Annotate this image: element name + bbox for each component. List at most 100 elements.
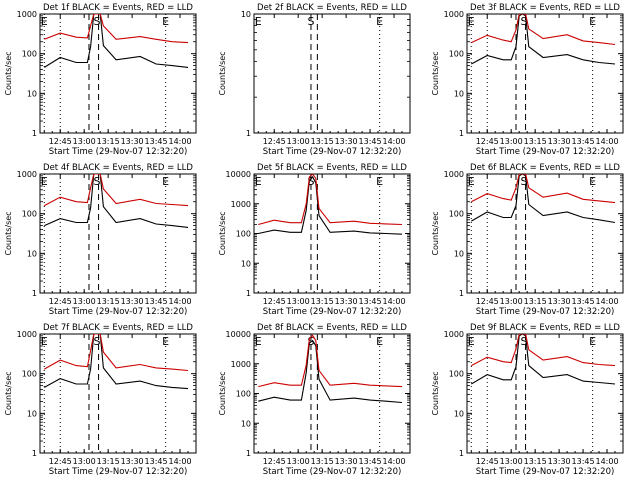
x-tick-label: 13:45 (145, 297, 168, 306)
marker-label: E (376, 335, 383, 348)
x-tick-label: 13:15 (524, 137, 547, 146)
y-tick-label: 1000 (17, 170, 37, 179)
y-tick-label: 100 (236, 230, 251, 239)
marker-label: E (41, 15, 48, 28)
x-tick-label: 13:30 (335, 457, 358, 466)
x-tick-label: 13:00 (73, 137, 96, 146)
x-tick-label: 13:15 (311, 297, 334, 306)
marker-label: E (255, 335, 262, 348)
marker-label: S (93, 335, 100, 348)
plot-frame (253, 13, 411, 134)
x-tick-label: 13:15 (97, 297, 120, 306)
x-tick-label: 13:30 (548, 297, 571, 306)
y-tick-label: 10 (27, 409, 37, 418)
x-tick-label: 12:45 (476, 137, 499, 146)
x-tick-label: 13:00 (500, 137, 523, 146)
x-tick-label: 12:45 (263, 457, 286, 466)
marker-label: E (41, 335, 48, 348)
x-axis-label: Start Time (29-Nov-07 12:32:20) (476, 307, 615, 317)
events-series-line (471, 14, 616, 65)
events-series-line (44, 334, 189, 390)
marker-label: E (162, 175, 169, 188)
x-tick-label: 13:30 (121, 297, 144, 306)
y-tick-label: 10 (27, 89, 37, 98)
y-tick-label: 1000 (231, 200, 251, 209)
x-tick-label: 13:00 (500, 297, 523, 306)
events-series-line (471, 174, 616, 224)
events-series-line (44, 174, 189, 228)
y-tick-label: 10 (454, 249, 464, 258)
x-tick-label: 13:30 (335, 137, 358, 146)
x-tick-label: 14:00 (382, 457, 405, 466)
marker-label: E (255, 15, 262, 28)
y-tick-label: 10 (27, 249, 37, 258)
y-tick-label: 10 (454, 89, 464, 98)
lld-series-line (471, 334, 616, 367)
marker-label: S (520, 335, 527, 348)
y-tick-label: 1 (246, 129, 251, 138)
events-series-line (471, 334, 616, 385)
marker-label: S (307, 15, 314, 28)
marker-label: E (376, 175, 383, 188)
x-tick-label: 13:30 (121, 457, 144, 466)
x-tick-label: 13:30 (335, 297, 358, 306)
x-tick-label: 13:30 (121, 137, 144, 146)
marker-label: E (468, 335, 475, 348)
marker-label: E (162, 15, 169, 28)
x-tick-label: 13:00 (287, 137, 310, 146)
marker-label: E (162, 335, 169, 348)
marker-label: S (520, 175, 527, 188)
y-tick-label: 1 (459, 449, 464, 458)
marker-label: E (376, 15, 383, 28)
panel-title: Det 2f BLACK = Events, RED = LLD (257, 3, 407, 13)
marker-label: S (307, 175, 314, 188)
x-tick-label: 13:45 (145, 137, 168, 146)
x-tick-label: 12:45 (49, 457, 72, 466)
x-tick-label: 14:00 (382, 297, 405, 306)
y-tick-label: 100 (22, 50, 37, 59)
x-axis-label: Start Time (29-Nov-07 12:32:20) (263, 467, 402, 477)
panel-title: Det 4f BLACK = Events, RED = LLD (43, 163, 193, 173)
series-group (258, 334, 403, 404)
x-tick-label: 12:45 (476, 297, 499, 306)
x-tick-label: 13:15 (97, 457, 120, 466)
lld-series-line (44, 334, 189, 372)
x-tick-label: 14:00 (595, 457, 618, 466)
x-tick-label: 14:00 (382, 137, 405, 146)
marker-label: S (93, 175, 100, 188)
x-tick-label: 13:30 (548, 137, 571, 146)
y-tick-label: 100 (22, 370, 37, 379)
x-tick-label: 13:00 (73, 457, 96, 466)
series-group (471, 174, 616, 224)
detector-panel: Det 3f BLACK = Events, RED = LLD E S E 12:45… (431, 3, 624, 157)
x-axis-label: Start Time (29-Nov-07 12:32:20) (476, 147, 615, 157)
x-tick-label: 14:00 (168, 457, 191, 466)
y-tick-label: 1 (32, 449, 37, 458)
marker-label: E (589, 335, 596, 348)
marker-label: S (520, 15, 527, 28)
lld-series-line (44, 174, 189, 207)
y-axis-label: Counts/sec (4, 371, 13, 415)
x-tick-label: 13:00 (287, 297, 310, 306)
series-group (44, 334, 189, 390)
y-tick-label: 10000 (226, 330, 251, 339)
detector-panel: Det 7f BLACK = Events, RED = LLD E S E 12:45… (4, 323, 197, 477)
y-tick-label: 100 (449, 370, 464, 379)
events-series-line (44, 14, 189, 68)
x-tick-label: 12:45 (263, 137, 286, 146)
y-tick-label: 10 (241, 10, 251, 19)
y-tick-label: 100 (236, 390, 251, 399)
x-axis-label: Start Time (29-Nov-07 12:32:20) (49, 147, 188, 157)
y-tick-label: 1000 (17, 10, 37, 19)
panel-title: Det 9f BLACK = Events, RED = LLD (470, 323, 620, 333)
y-axis-label: Counts/sec (218, 211, 227, 255)
x-tick-label: 12:45 (263, 297, 286, 306)
plot-frame (466, 333, 624, 454)
lld-series-line (258, 174, 403, 226)
plot-frame (39, 13, 197, 134)
detector-panel: Det 1f BLACK = Events, RED = LLD E S E 12:45… (4, 3, 197, 157)
x-axis-label: Start Time (29-Nov-07 12:32:20) (476, 467, 615, 477)
x-tick-label: 13:15 (97, 137, 120, 146)
x-tick-label: 12:45 (49, 137, 72, 146)
series-group (44, 174, 189, 228)
